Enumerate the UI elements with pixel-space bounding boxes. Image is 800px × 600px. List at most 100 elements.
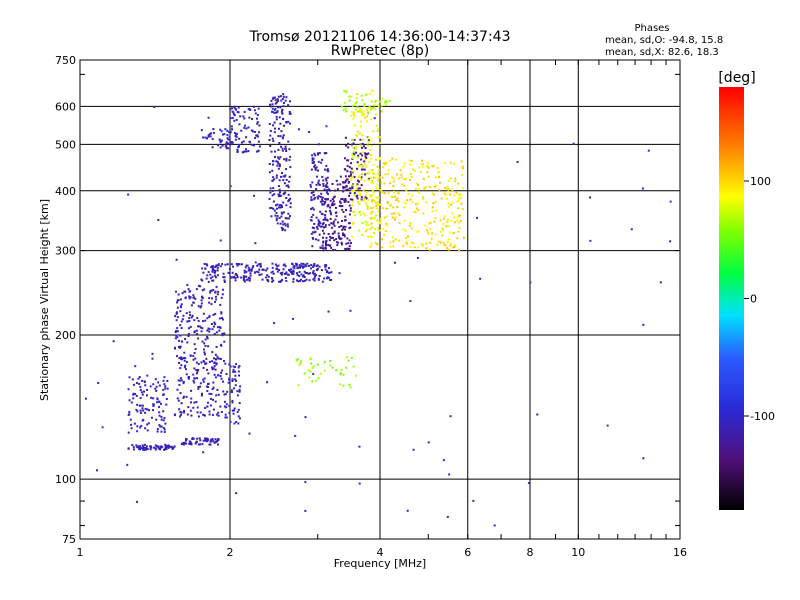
echo-point (188, 327, 191, 330)
echo-point (392, 185, 395, 188)
echo-point (193, 343, 196, 346)
echo-point (445, 225, 448, 228)
echo-point (385, 161, 388, 164)
echo-point (448, 231, 451, 234)
echo-point (217, 411, 220, 414)
echo-point (375, 196, 378, 199)
echo-point (349, 309, 352, 312)
echo-point (160, 430, 163, 433)
echo-point (157, 400, 160, 403)
echo-point (211, 328, 214, 331)
echo-point (215, 264, 218, 267)
echo-point (213, 361, 216, 364)
echo-point (196, 317, 199, 320)
scatter-points (84, 89, 672, 527)
echo-point (291, 263, 294, 266)
echo-point (396, 211, 399, 214)
echo-point (177, 399, 180, 402)
echo-point (276, 270, 279, 273)
echo-point (377, 104, 380, 107)
echo-point (182, 441, 185, 444)
echo-point (376, 129, 379, 132)
echo-point (442, 217, 445, 220)
echo-point (284, 174, 287, 177)
echo-point (422, 196, 425, 199)
echo-point (358, 445, 361, 448)
echo-point (325, 244, 328, 247)
echo-point (135, 382, 138, 385)
echo-point (352, 142, 355, 145)
echo-point (235, 363, 238, 366)
echo-point (493, 524, 496, 527)
echo-point (187, 335, 190, 338)
echo-point (274, 263, 277, 266)
echo-point (360, 111, 363, 114)
echo-point (284, 229, 287, 232)
echo-point (458, 249, 461, 252)
echo-point (212, 357, 215, 360)
echo-point (316, 227, 319, 230)
echo-point (254, 137, 257, 140)
echo-point (229, 276, 232, 279)
echo-point (669, 200, 672, 203)
echo-point (328, 209, 331, 212)
echo-point (163, 428, 166, 431)
echo-point (355, 187, 358, 190)
echo-point (419, 170, 422, 173)
echo-point (271, 110, 274, 113)
echo-point (221, 334, 224, 337)
echo-point (313, 196, 316, 199)
echo-point (298, 264, 301, 267)
echo-point (216, 269, 219, 272)
echo-point (388, 99, 391, 102)
echo-point (326, 176, 329, 179)
echo-point (312, 191, 315, 194)
echo-point (165, 398, 168, 401)
echo-point (278, 269, 281, 272)
echo-point (454, 180, 457, 183)
echo-point (314, 275, 317, 278)
echo-point (200, 361, 203, 364)
echo-point (281, 229, 284, 232)
echo-point (179, 324, 182, 327)
echo-point (136, 410, 139, 413)
echo-point (278, 191, 281, 194)
echo-point (207, 134, 210, 137)
echo-point (363, 158, 366, 161)
echo-point (271, 262, 274, 265)
echo-point (358, 132, 361, 135)
echo-point (312, 194, 315, 197)
echo-point (330, 278, 333, 281)
echo-point (182, 314, 185, 317)
echo-point (378, 222, 381, 225)
echo-point (279, 272, 282, 275)
echo-point (224, 393, 227, 396)
echo-point (313, 279, 316, 282)
echo-point (219, 357, 222, 360)
echo-point (233, 365, 236, 368)
echo-point (253, 271, 256, 274)
echo-point (273, 193, 276, 196)
echo-point (196, 333, 199, 336)
echo-point (270, 99, 273, 102)
echo-point (306, 262, 309, 265)
echo-point (278, 141, 281, 144)
echo-point (309, 219, 312, 222)
echo-point (315, 183, 318, 186)
echo-point (302, 266, 305, 269)
echo-point (132, 397, 135, 400)
echo-point (200, 302, 203, 305)
echo-point (179, 298, 182, 301)
echo-point (331, 202, 334, 205)
echo-point (234, 374, 237, 377)
echo-point (154, 448, 157, 451)
echo-point (342, 186, 345, 189)
echo-point (174, 337, 177, 340)
echo-point (199, 443, 202, 446)
echo-point (303, 270, 306, 273)
echo-point (211, 266, 214, 269)
echo-point (368, 194, 371, 197)
echo-point (185, 438, 188, 441)
echo-point (271, 189, 274, 192)
